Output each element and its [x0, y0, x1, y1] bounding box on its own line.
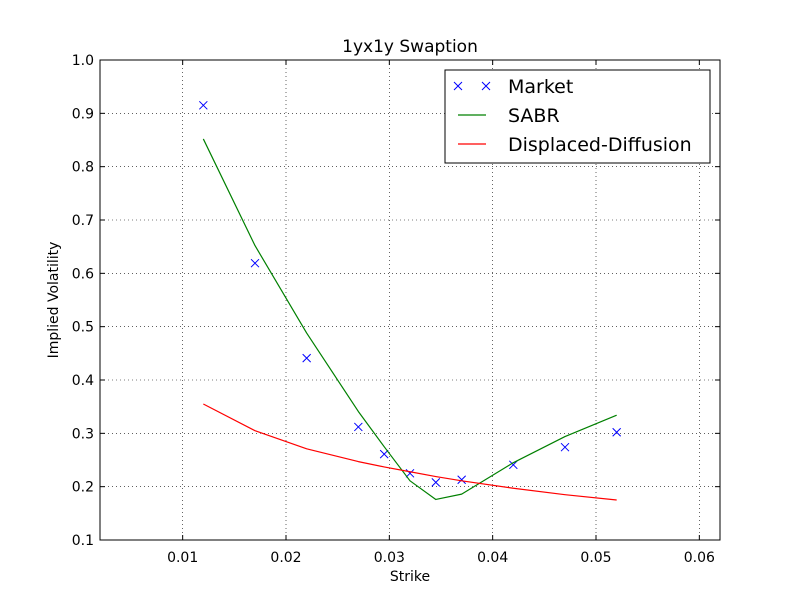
- series-layer: [198, 100, 622, 501]
- legend-label-sabr: SABR: [508, 105, 560, 127]
- y-tick-label: 0.6: [72, 266, 94, 282]
- y-tick-label: 0.2: [72, 480, 94, 496]
- legend-box: [444, 69, 711, 164]
- y-tick-label: 0.4: [72, 373, 94, 389]
- axis-ticks: [100, 59, 720, 541]
- data-point-market: [379, 449, 389, 459]
- series-line-sabr: [202, 138, 617, 501]
- y-tick-label: 0.8: [72, 160, 94, 176]
- data-point-market: [508, 460, 518, 470]
- legend-marker-market-2: [481, 81, 491, 91]
- x-tick-label: 0.03: [374, 550, 405, 566]
- x-axis-label: Strike: [390, 569, 430, 585]
- x-tick-label: 0.06: [684, 550, 715, 566]
- x-tick-label: 0.04: [477, 550, 508, 566]
- axis-tick-labels: 0.01 0.02 0.03 0.04 0.05 0.06 0.1 0.2 0.3 0.4 0.5 0…: [72, 53, 715, 566]
- legend-entry-sabr: SABR: [458, 105, 560, 127]
- legend-entry-market: Market: [453, 76, 573, 98]
- legend-marker-market-1: [453, 81, 463, 91]
- y-tick-label: 0.5: [72, 320, 94, 336]
- data-point-market: [560, 442, 570, 452]
- y-axis-label: Implied Volatility: [46, 242, 62, 359]
- axes-frame: [99, 59, 721, 541]
- legend-label-market: Market: [508, 76, 573, 98]
- data-point-market: [431, 478, 441, 487]
- legend: Market SABR Displaced-Diffusion: [444, 69, 711, 164]
- data-point-market: [612, 427, 622, 437]
- data-point-market: [250, 258, 260, 268]
- y-tick-label: 0.7: [72, 213, 94, 229]
- chart-title: 1yx1y Swaption: [342, 37, 478, 57]
- data-point-market: [302, 353, 312, 363]
- data-point-market: [353, 422, 363, 432]
- y-tick-label: 0.3: [72, 426, 94, 442]
- legend-label-displaced-diffusion: Displaced-Diffusion: [508, 134, 692, 156]
- data-point-market: [457, 475, 467, 485]
- data-point-market: [198, 100, 208, 110]
- x-tick-label: 0.05: [580, 550, 611, 566]
- series-line-displaced-diffusion: [203, 403, 617, 501]
- y-tick-label: 0.9: [72, 106, 94, 122]
- legend-entry-displaced-diffusion: Displaced-Diffusion: [458, 134, 692, 156]
- x-tick-label: 0.01: [167, 550, 198, 566]
- x-tick-label: 0.02: [270, 550, 301, 566]
- y-tick-label: 0.1: [72, 533, 94, 549]
- y-tick-label: 1.0: [72, 53, 94, 69]
